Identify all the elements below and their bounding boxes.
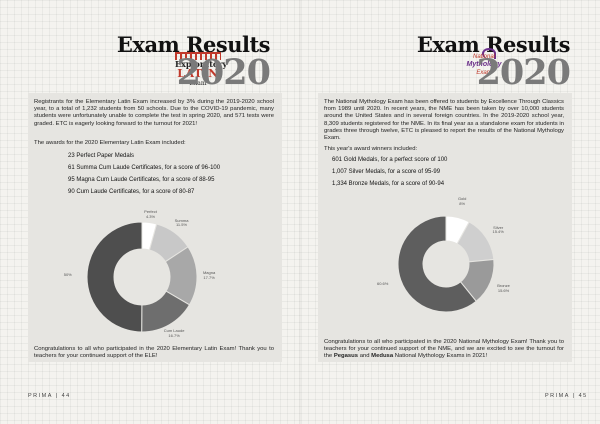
- slice-value-label: 4.3%: [145, 213, 156, 219]
- right-closing-text: Congratulations to all who participated …: [324, 339, 564, 361]
- slice-label-remainder: 50%: [53, 271, 83, 278]
- slice-value-label: 50%: [63, 271, 72, 277]
- slice-value-label: 60.6%: [376, 281, 389, 287]
- column-border-icon: [175, 52, 221, 60]
- right-intro-text: The National Mythology Exam has been off…: [324, 99, 564, 142]
- slice-category-label: Silver: [493, 224, 504, 230]
- slice-category-label: Summa: [174, 217, 189, 223]
- slice-category-label: Magna: [202, 270, 216, 276]
- closing-text-post: National Mythology Exams in 2021!: [393, 353, 488, 360]
- slice-label-remainder: 60.6%: [368, 282, 398, 287]
- right-award-item: 1,007 Silver Medals, for a score of 95-9…: [332, 169, 441, 175]
- right-award-item: 601 Gold Medals, for a perfect score of …: [332, 157, 448, 163]
- left-award-item: 61 Summa Cum Laude Certificates, for a s…: [68, 165, 221, 171]
- slice-label-magna: Magna 17.7%: [194, 271, 224, 280]
- slice-label-gold: Gold 8%: [447, 197, 477, 206]
- right-header: Exam Results National Mythology Exam 202…: [370, 30, 571, 93]
- slice-category-label: Cum Laude: [163, 328, 185, 334]
- left-award-item: 23 Perfect Paper Medals: [68, 153, 135, 159]
- slice-label-perfect: Perfect 4.3%: [136, 210, 166, 219]
- left-page-footer: PRIMA | 44: [28, 393, 71, 399]
- logo-line-1: National: [472, 54, 495, 60]
- right-year: 2020: [476, 52, 571, 93]
- left-page: Exam Results Exploratory LATIN Exam 2020…: [28, 30, 282, 399]
- slice-label-silver: Silver 15.4%: [483, 224, 513, 235]
- slice-category-label: Perfect: [144, 209, 157, 215]
- left-award-item: 90 Cum Laude Certificates, for a score o…: [68, 189, 195, 195]
- slice-label-summa: Summa 11.5%: [167, 217, 197, 228]
- page-gutter: [299, 0, 301, 424]
- slice-category-label: Gold: [457, 196, 467, 202]
- left-intro-text: Registrants for the Elementary Latin Exa…: [34, 99, 274, 127]
- medusa-exam-name: Medusa: [371, 353, 394, 360]
- slice-value-label: 15.4%: [492, 229, 504, 235]
- exploratory-latin-exam-logo: Exploratory LATIN Exam: [175, 52, 228, 88]
- right-awards-intro: This year's award winners included:: [324, 146, 418, 152]
- left-awards-intro: The awards for the 2020 Elementary Latin…: [34, 140, 186, 146]
- donut-slice-remainder: [397, 215, 477, 313]
- pegasus-exam-name: Pegasus: [333, 353, 359, 360]
- slice-value-label: 16.7%: [168, 332, 180, 338]
- slice-value-label: 17.7%: [203, 274, 215, 280]
- right-award-item: 1,334 Bronze Medals, for a score of 90-9…: [332, 181, 445, 187]
- slice-label-bronze: Bronze 15.6%: [489, 284, 519, 293]
- national-mythology-exam-logo: National Mythology Exam: [462, 48, 506, 90]
- pegasus-swirl-icon: [482, 48, 496, 59]
- left-header: Exam Results Exploratory LATIN Exam 2020: [70, 30, 271, 93]
- left-closing-text: Congratulations to all who participated …: [34, 346, 274, 360]
- slice-value-label: 15.6%: [497, 287, 510, 293]
- logo-line-2: LATIN: [177, 67, 219, 80]
- nme-medals-donut-chart: [397, 215, 495, 313]
- slice-label-cum-laude: Cum Laude 16.7%: [159, 329, 189, 338]
- donut-slice-remainder: [86, 221, 143, 333]
- closing-text-pre: Congratulations to all who participated …: [324, 339, 564, 360]
- ele-awards-donut-chart: [86, 221, 198, 333]
- right-page-footer: PRIMA | 45: [545, 393, 588, 399]
- slice-value-label: 11.5%: [176, 222, 188, 228]
- slice-value-label: 8%: [459, 200, 466, 206]
- left-year: 2020: [176, 52, 271, 93]
- logo-line-3: Exam: [476, 70, 492, 76]
- logo-line-2: Mythology: [466, 61, 502, 68]
- logo-line-1: Exploratory: [175, 59, 228, 69]
- closing-text-mid: and: [358, 353, 372, 360]
- left-award-item: 95 Magna Cum Laude Certificates, for a s…: [68, 177, 215, 183]
- slice-category-label: Bronze: [497, 283, 510, 289]
- logo-line-3: Exam: [189, 80, 207, 87]
- right-page: Exam Results National Mythology Exam 202…: [300, 0, 600, 424]
